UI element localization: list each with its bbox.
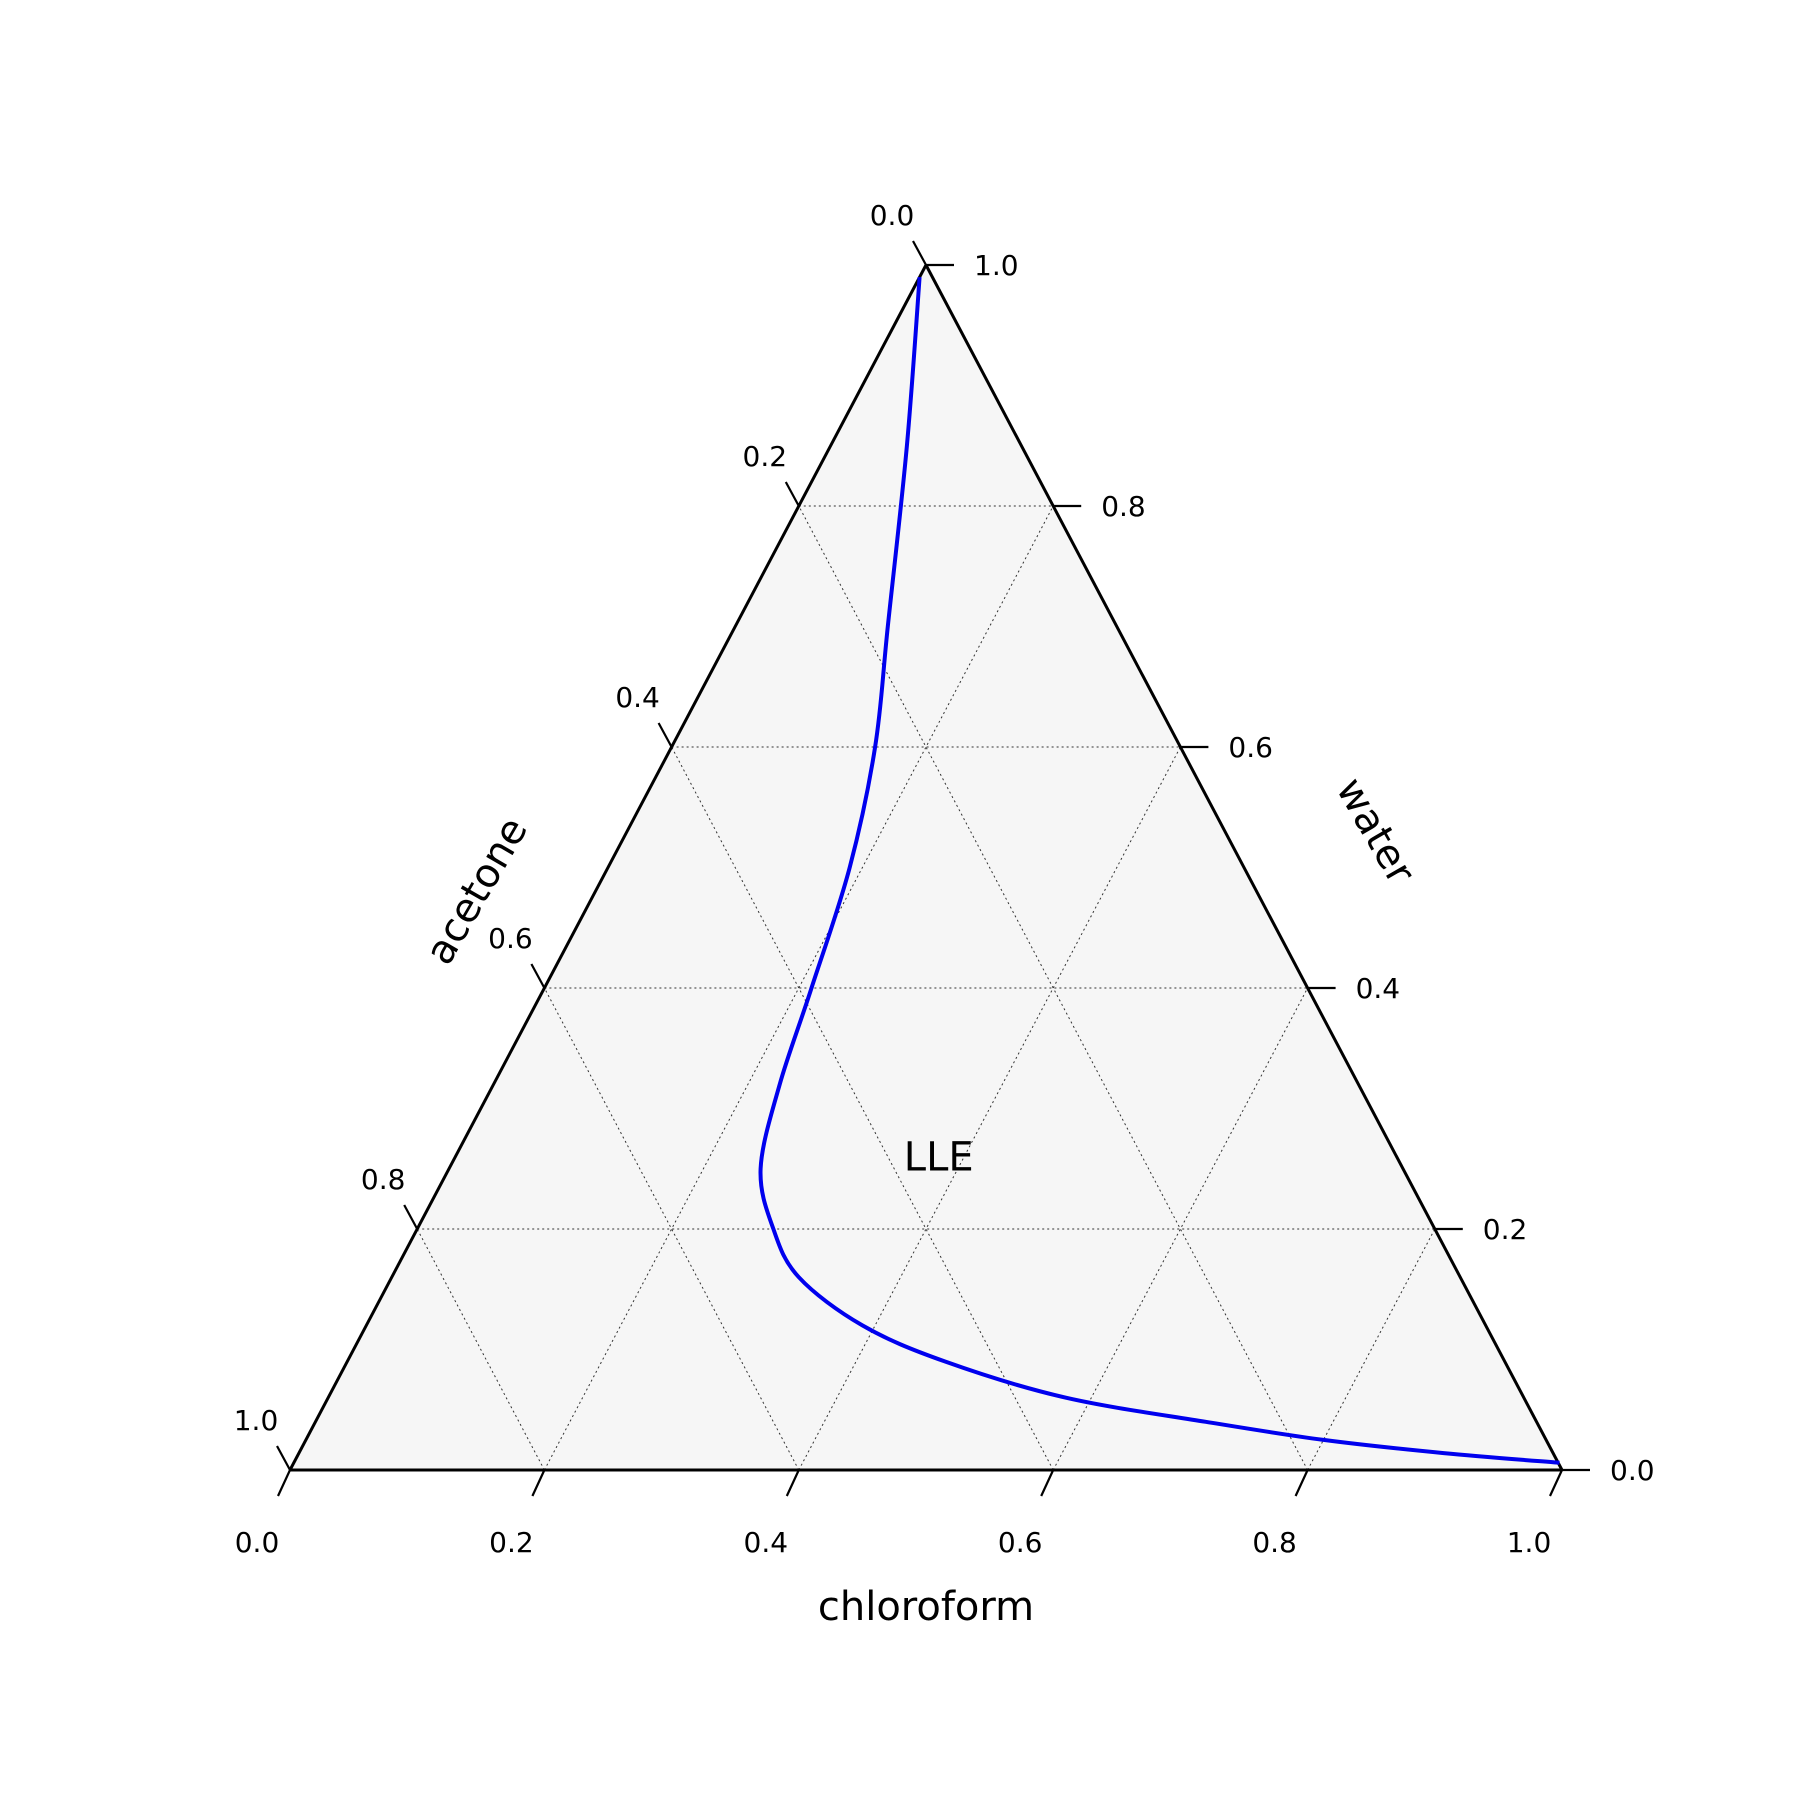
tick-label-acetone-0.6: 0.6 <box>488 922 533 955</box>
grid-line-chloroform-0.4 <box>798 746 1181 1471</box>
grid-line-chloroform-0.6 <box>1052 987 1309 1471</box>
tick-chloroform-0.2 <box>531 1469 546 1497</box>
tick-label-acetone-0.2: 0.2 <box>743 440 788 473</box>
tick-label-water-0.2: 0.2 <box>1483 1213 1528 1246</box>
edge-right <box>924 264 1564 1471</box>
tick-label-acetone-0.0: 0.0 <box>870 199 915 232</box>
series <box>758 276 1560 1465</box>
tick-label-acetone-1.0: 1.0 <box>234 1404 279 1437</box>
tick-acetone-1.0 <box>276 1445 291 1471</box>
tick-label-water-1.0: 1.0 <box>974 249 1019 282</box>
grid-line-acetone-0.4 <box>671 746 1054 1471</box>
tick-chloroform-0.8 <box>1294 1469 1309 1497</box>
tick-label-chloroform-0.8: 0.8 <box>1252 1526 1297 1559</box>
tick-label-chloroform-0.4: 0.4 <box>744 1526 789 1559</box>
tick-label-chloroform-1.0: 1.0 <box>1507 1526 1552 1559</box>
region-label-lle: LLE <box>904 1135 974 1181</box>
edge-left <box>288 264 928 1471</box>
tick-acetone-0.4 <box>657 722 673 748</box>
series-line-0 <box>758 276 1560 1465</box>
tick-label-water-0.6: 0.6 <box>1228 731 1273 764</box>
tick-label-water-0.4: 0.4 <box>1356 972 1401 1005</box>
tick-label-acetone-0.4: 0.4 <box>615 681 660 714</box>
axis-label-chloroform: chloroform <box>818 1584 1034 1630</box>
grid-line-acetone-0.8 <box>416 1228 545 1471</box>
tick-chloroform-0.0 <box>277 1469 291 1497</box>
axis-label-water: water <box>1327 770 1424 892</box>
tick-acetone-0.8 <box>403 1204 419 1230</box>
tick-chloroform-0.6 <box>1040 1469 1055 1497</box>
tick-labels: 0.0 0.2 0.4 0.6 0.8 1.0 0.0 0.2 0.4 0.6 0.8 1.0 0.0 0… <box>234 199 1655 1559</box>
tick-chloroform-0.4 <box>785 1469 800 1497</box>
tick-label-water-0.8: 0.8 <box>1101 490 1146 523</box>
tick-label-chloroform-0.2: 0.2 <box>489 1526 534 1559</box>
tick-label-chloroform-0.6: 0.6 <box>998 1526 1043 1559</box>
tick-label-acetone-0.8: 0.8 <box>361 1163 406 1196</box>
tick-acetone-0.6 <box>530 963 546 989</box>
plot-area <box>290 265 1562 1470</box>
tick-marks <box>276 240 1590 1497</box>
tick-chloroform-1.0 <box>1549 1469 1563 1497</box>
grid <box>416 505 1436 1471</box>
triangle-edges <box>288 264 1564 1472</box>
tick-label-water-0.0: 0.0 <box>1610 1454 1655 1487</box>
grid-line-acetone-0.6 <box>543 987 800 1471</box>
grid-line-chloroform-0.8 <box>1307 1228 1436 1471</box>
tick-acetone-0.2 <box>784 481 800 507</box>
tick-label-chloroform-0.0: 0.0 <box>235 1526 280 1559</box>
tick-acetone-0.0 <box>912 240 927 266</box>
